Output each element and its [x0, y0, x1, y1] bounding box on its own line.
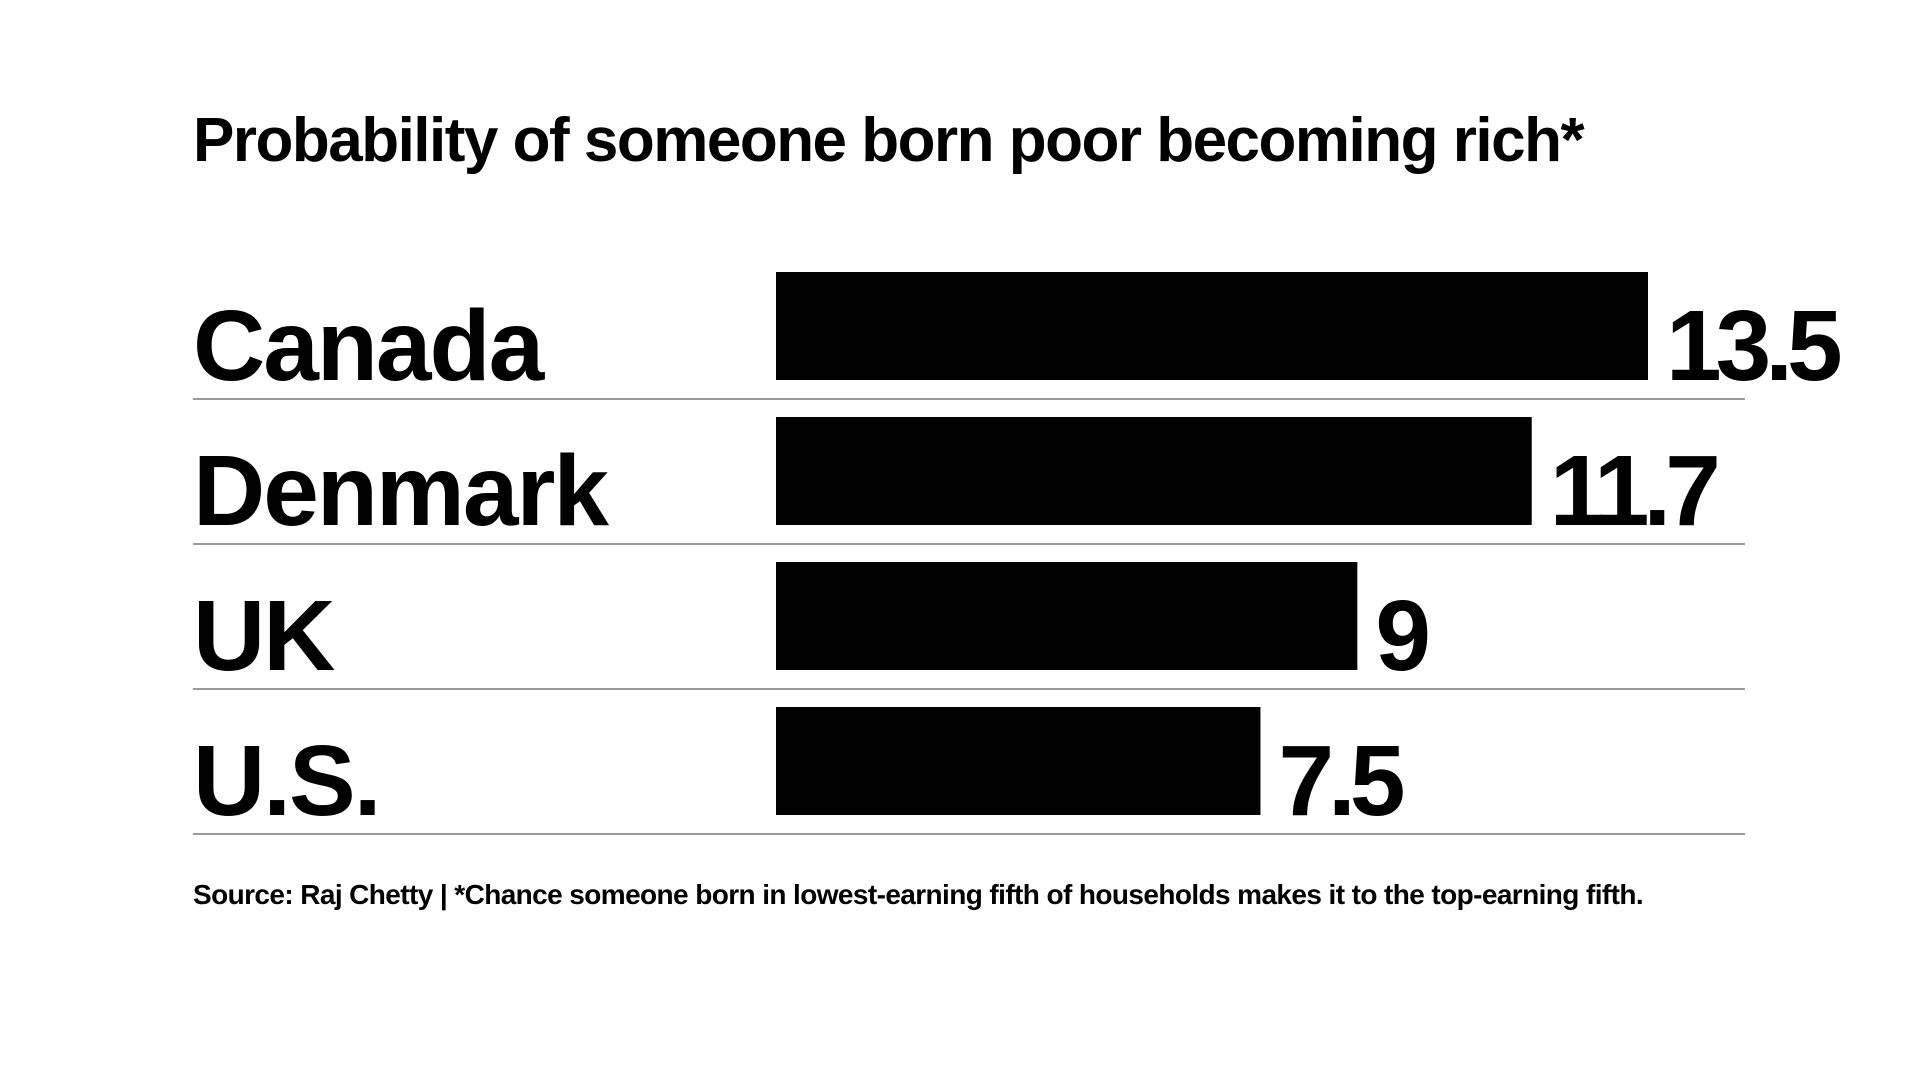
bar: [776, 707, 1261, 815]
bar: [776, 417, 1532, 525]
value-label: 11.7: [1550, 435, 1717, 547]
value-label: 7.5: [1278, 725, 1402, 837]
bar: [776, 562, 1358, 670]
value-label: 13.5: [1666, 290, 1840, 402]
category-label: U.S.: [193, 725, 379, 837]
chart-title: Probability of someone born poor becomin…: [193, 106, 1585, 175]
bar: [776, 272, 1648, 380]
value-label: 9: [1375, 580, 1427, 692]
source-note: Source: Raj Chetty | *Chance someone bor…: [193, 879, 1644, 910]
category-label: UK: [193, 580, 335, 692]
category-label: Canada: [193, 290, 546, 402]
category-label: Denmark: [193, 435, 609, 547]
